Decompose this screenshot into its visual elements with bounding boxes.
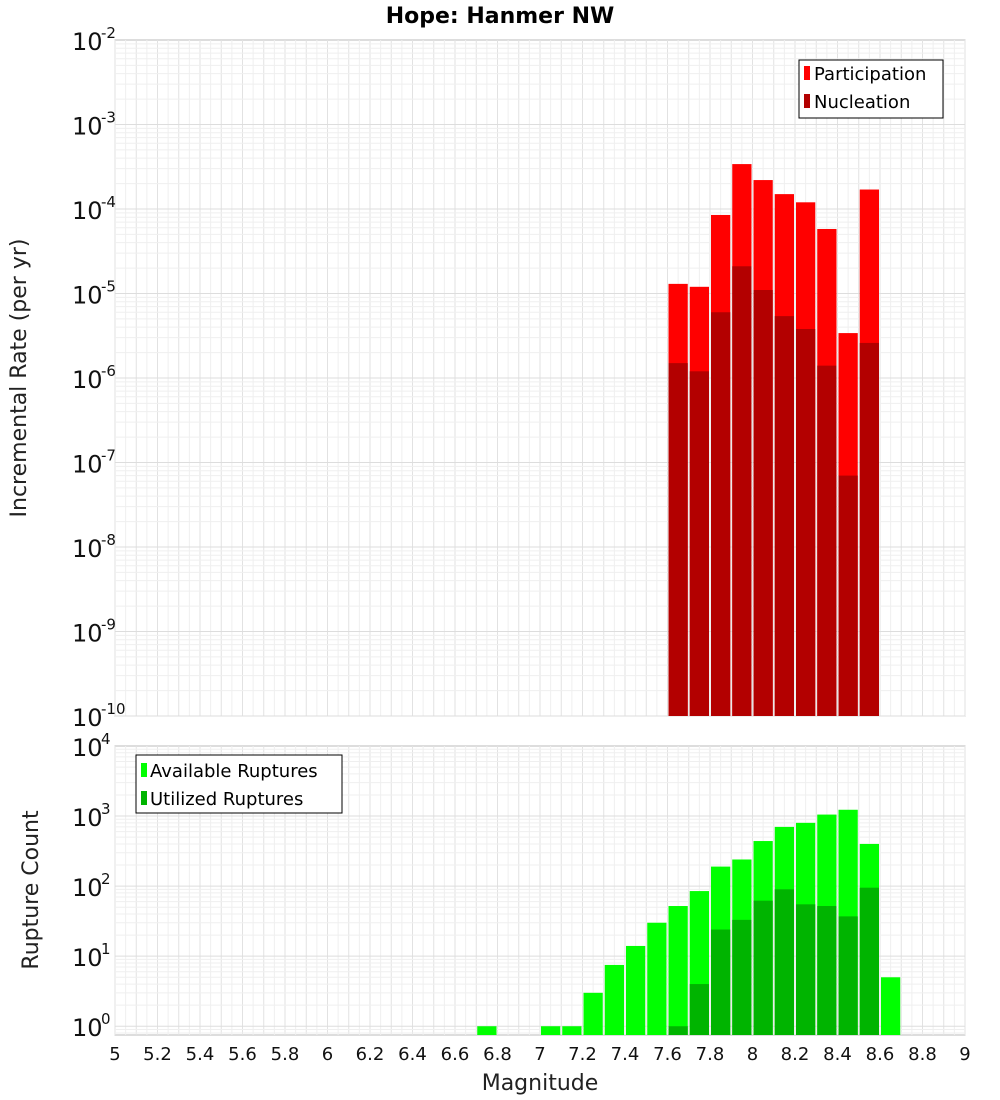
rate-bar-s1 [774, 316, 794, 716]
rate-ytick-exponent: -10 [101, 700, 126, 718]
legend-label-utilized: Utilized Ruptures [150, 789, 303, 810]
count-ytick-exponent: 1 [101, 940, 111, 958]
count-bar-s0 [881, 977, 901, 1035]
x-tick-label: 8.6 [866, 1044, 895, 1065]
count-bar-s0 [604, 964, 624, 1035]
legend-swatch-available [141, 763, 147, 777]
x-tick-label: 6 [322, 1044, 333, 1065]
count-ytick-label: 10 [72, 804, 103, 832]
x-tick-label: 5.8 [271, 1044, 300, 1065]
x-tick-label: 7 [534, 1044, 545, 1065]
count-ytick-exponent: 3 [101, 800, 111, 818]
count-bar-s1 [774, 889, 794, 1035]
rate-ytick-label: 10 [72, 620, 103, 648]
rate-ytick-label: 10 [72, 535, 103, 563]
rate-ytick-exponent: -5 [101, 278, 116, 296]
rate-ytick-label: 10 [72, 451, 103, 479]
count-ytick-exponent: 2 [101, 870, 111, 888]
count-bar-s0 [541, 1026, 561, 1035]
rate-bar-s1 [711, 312, 731, 716]
count-bar-s1 [838, 916, 858, 1035]
rate-bar-s1 [732, 266, 752, 716]
count-ytick-exponent: 0 [101, 1010, 111, 1028]
rate-bar-s1 [796, 329, 816, 716]
rate-ytick-exponent: -3 [101, 109, 116, 127]
x-axis-label: Magnitude [482, 1071, 599, 1096]
rate-ytick-exponent: -8 [101, 531, 116, 549]
count-bar-s1 [859, 887, 879, 1035]
rate-ytick-label: 10 [72, 704, 103, 732]
count-y-axis-label: Rupture Count [19, 810, 44, 970]
count-bar-s0 [477, 1026, 497, 1035]
rate-bar-s1 [838, 475, 858, 716]
count-bar-s1 [711, 929, 731, 1035]
legend-swatch-utilized [141, 791, 147, 805]
rate-bar-s1 [817, 365, 837, 716]
rate-ytick-exponent: -6 [101, 362, 116, 380]
rate-ytick-label: 10 [72, 282, 103, 310]
rate-ytick-label: 10 [72, 366, 103, 394]
count-bar-s1 [753, 900, 773, 1035]
rate-ytick-exponent: -7 [101, 447, 116, 465]
count-bar-s1 [689, 984, 709, 1035]
rate-ytick-label: 10 [72, 28, 103, 56]
rate-ytick-exponent: -2 [101, 24, 116, 42]
x-tick-label: 6.6 [441, 1044, 470, 1065]
rate-bar-s1 [753, 290, 773, 716]
count-bar-s1 [796, 904, 816, 1035]
x-tick-label: 8.8 [908, 1044, 937, 1065]
rate-ytick-exponent: -9 [101, 616, 116, 634]
count-bar-s0 [626, 945, 646, 1035]
rupture-legend: Available Ruptures Utilized Ruptures [135, 754, 343, 814]
x-tick-label: 5 [109, 1044, 120, 1065]
legend-label-participation: Participation [814, 64, 926, 85]
count-bar-s0 [647, 922, 667, 1035]
x-tick-label: 9 [959, 1044, 970, 1065]
count-ytick-label: 10 [72, 1014, 103, 1042]
count-ytick-label: 10 [72, 734, 103, 762]
count-bar-s0 [583, 992, 603, 1035]
x-tick-label: 6.2 [356, 1044, 385, 1065]
x-tick-label: 8.4 [823, 1044, 852, 1065]
rate-legend: Participation Nucleation [798, 59, 944, 119]
rate-ytick-label: 10 [72, 197, 103, 225]
x-tick-label: 7.2 [568, 1044, 597, 1065]
count-ytick-exponent: 4 [101, 730, 111, 748]
x-tick-label: 7.4 [611, 1044, 640, 1065]
x-tick-label: 6.4 [398, 1044, 427, 1065]
rate-bar-s1 [689, 371, 709, 716]
x-tick-label: 8.2 [781, 1044, 810, 1065]
count-bar-s1 [668, 1026, 688, 1035]
legend-label-nucleation: Nucleation [814, 92, 910, 113]
x-tick-label: 5.2 [143, 1044, 172, 1065]
count-bar-s0 [668, 906, 688, 1035]
x-tick-label: 7.6 [653, 1044, 682, 1065]
x-tick-label: 5.4 [186, 1044, 215, 1065]
x-tick-label: 5.6 [228, 1044, 257, 1065]
count-ytick-label: 10 [72, 874, 103, 902]
legend-swatch-participation [804, 66, 810, 80]
x-tick-label: 8 [747, 1044, 758, 1065]
count-bar-s1 [817, 906, 837, 1035]
rate-ytick-label: 10 [72, 113, 103, 141]
rate-bar-s1 [668, 363, 688, 716]
rate-ytick-exponent: -4 [101, 193, 116, 211]
rate-bar-s1 [859, 342, 879, 716]
legend-label-available: Available Ruptures [150, 761, 318, 782]
chart-title: Hope: Hanmer NW [386, 4, 615, 29]
legend-swatch-nucleation [804, 94, 810, 108]
x-tick-label: 6.8 [483, 1044, 512, 1065]
x-tick-label: 7.8 [696, 1044, 725, 1065]
rate-y-axis-label: Incremental Rate (per yr) [7, 239, 32, 518]
count-ytick-label: 10 [72, 944, 103, 972]
count-bar-s0 [562, 1026, 582, 1035]
count-bar-s1 [732, 919, 752, 1035]
